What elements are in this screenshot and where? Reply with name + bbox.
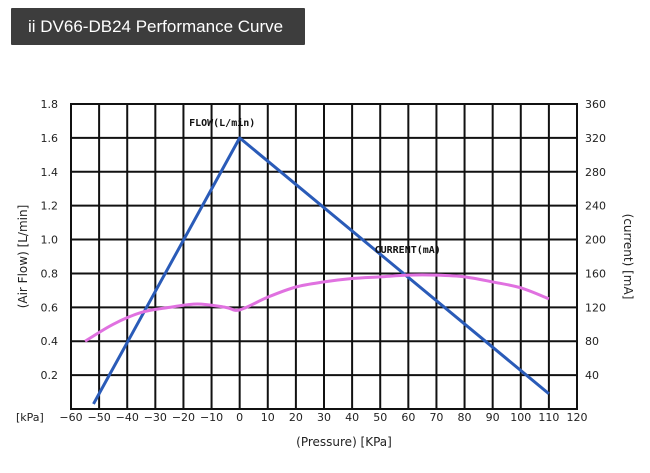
- plot-frame: [70, 103, 578, 410]
- x-tick-label: 100: [510, 411, 531, 424]
- y-right-axis-title: (current) [mA]: [621, 214, 635, 300]
- y-right-tick-label: 40: [585, 369, 599, 382]
- x-tick-label: 10: [261, 411, 275, 424]
- x-tick-label: 50: [373, 411, 387, 424]
- current-series-line: [84, 273, 550, 343]
- current-annotation: CURRENT(mA): [375, 245, 441, 256]
- y-left-tick-label: 0.4: [41, 335, 59, 348]
- chart-title: ii DV66-DB24 Performance Curve: [11, 8, 305, 45]
- y-left-tick-label: 1.4: [41, 166, 59, 179]
- x-tick-label: −30: [144, 411, 167, 424]
- x-tick-label: −10: [200, 411, 223, 424]
- x-tick-label: −50: [88, 411, 111, 424]
- x-tick-label: 20: [289, 411, 303, 424]
- x-unit-label: [kPa]: [16, 411, 44, 424]
- x-tick-label: −60: [59, 411, 82, 424]
- x-tick-label: 90: [486, 411, 500, 424]
- flow-annotation: FLOW(L/min): [189, 117, 255, 129]
- x-tick-label: 30: [317, 411, 331, 424]
- y-right-tick-label: 360: [585, 98, 606, 111]
- x-tick-label: −40: [116, 411, 139, 424]
- x-tick-label: 40: [345, 411, 359, 424]
- x-axis-title: (Pressure) [KPa]: [296, 435, 392, 449]
- y-left-tick-label: 1.0: [41, 234, 59, 247]
- y-left-tick-label: 0.8: [41, 267, 59, 280]
- y-left-axis-title: (Air Flow) [L/min]: [16, 205, 30, 309]
- y-left-tick-label: 1.8: [41, 98, 59, 111]
- flow-series-line: [92, 136, 550, 405]
- y-right-tick-label: 120: [585, 301, 606, 314]
- x-tick-label: 60: [401, 411, 415, 424]
- x-tick-label: 70: [429, 411, 443, 424]
- y-left-tick-label: 0.2: [41, 369, 59, 382]
- y-right-tick-label: 160: [585, 267, 606, 280]
- y-right-tick-label: 80: [585, 335, 599, 348]
- x-tick-label: 110: [538, 411, 559, 424]
- y-left-tick-label: 1.6: [41, 132, 59, 145]
- x-tick-label: 80: [458, 411, 472, 424]
- y-right-tick-label: 280: [585, 166, 606, 179]
- x-tick-label: −20: [172, 411, 195, 424]
- x-tick-label: 0: [236, 411, 243, 424]
- y-right-tick-label: 240: [585, 200, 606, 213]
- y-right-tick-label: 200: [585, 234, 606, 247]
- y-right-tick-label: 320: [585, 132, 606, 145]
- y-left-tick-label: 0.6: [41, 301, 59, 314]
- x-tick-label: 120: [567, 411, 588, 424]
- grid: [70, 103, 578, 410]
- y-left-tick-label: 1.2: [41, 200, 59, 213]
